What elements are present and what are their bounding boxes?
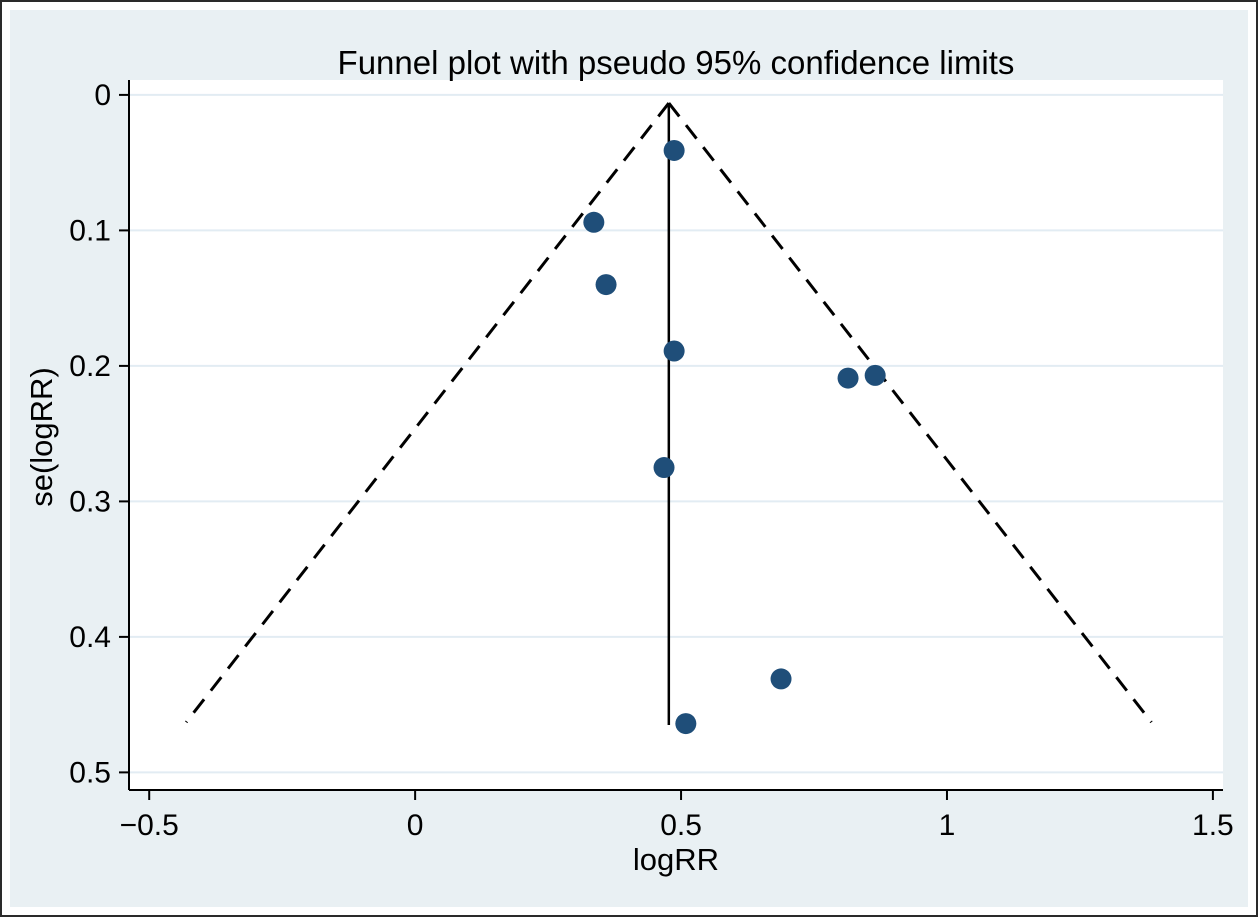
data-point xyxy=(675,713,697,735)
data-points xyxy=(583,139,886,735)
x-tick-label: −0.5 xyxy=(120,809,179,842)
y-axis-label: se(logRR) xyxy=(24,367,59,507)
x-axis-label: logRR xyxy=(632,842,720,877)
x-tick-label: 1.5 xyxy=(1192,809,1234,842)
plot-area xyxy=(129,80,1223,790)
x-tick-label: 1 xyxy=(939,809,956,842)
data-point xyxy=(864,364,886,386)
x-axis-ticks: −0.5 0 0.5 1 1.5 xyxy=(120,790,1234,842)
y-tick-label: 0.5 xyxy=(69,756,111,789)
y-axis-ticks: 0 0.1 0.2 0.3 0.4 0.5 xyxy=(69,79,129,789)
data-point xyxy=(663,139,685,161)
data-point xyxy=(663,340,685,362)
y-tick-label: 0.3 xyxy=(69,485,111,518)
data-point xyxy=(595,274,617,296)
y-tick-label: 0 xyxy=(94,79,111,112)
y-tick-label: 0.4 xyxy=(69,621,111,654)
x-tick-label: 0.5 xyxy=(660,809,702,842)
chart-title: Funnel plot with pseudo 95% confidence l… xyxy=(337,44,1015,81)
right-ci-dashed-line xyxy=(667,102,1153,724)
y-tick-label: 0.1 xyxy=(69,214,111,247)
data-point xyxy=(770,668,792,690)
y-tick-label: 0.2 xyxy=(69,350,111,383)
funnel-ci-lines xyxy=(185,102,1153,724)
data-point xyxy=(583,211,605,233)
data-point xyxy=(653,457,675,479)
data-point xyxy=(837,367,859,389)
left-ci-dashed-line xyxy=(185,102,671,724)
axes xyxy=(128,80,1223,791)
gridlines xyxy=(129,93,1223,774)
x-tick-label: 0 xyxy=(407,809,424,842)
